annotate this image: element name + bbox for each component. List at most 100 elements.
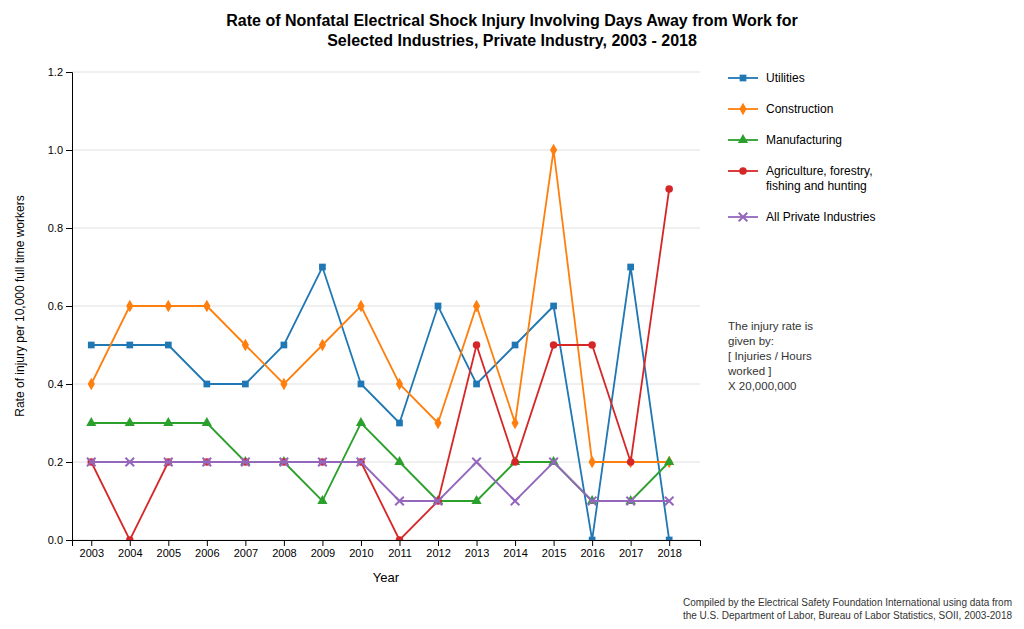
tick-mark: [515, 540, 516, 546]
tick: 1.0: [48, 144, 72, 156]
point: [319, 264, 326, 271]
tick-label: 2015: [542, 547, 566, 559]
point: [589, 537, 596, 540]
legend-item: Construction: [728, 102, 833, 116]
tick-mark: [669, 540, 670, 546]
x-axis-title: Year: [373, 570, 400, 585]
tick-label: 2018: [657, 547, 681, 559]
tick: 2007: [234, 540, 258, 559]
point: [434, 497, 443, 506]
tick-mark: [91, 540, 92, 546]
point: [319, 339, 326, 351]
legend-label: Agriculture, forestry,fishing and huntin…: [766, 164, 872, 193]
point: [665, 185, 673, 193]
point: [317, 495, 327, 504]
tick-label: 2011: [388, 547, 412, 559]
point: [512, 342, 519, 349]
line: [91, 150, 669, 462]
legend-item: Manufacturing: [728, 133, 842, 147]
tick-mark: [399, 540, 400, 546]
tick: 2014: [503, 540, 527, 559]
point: [87, 458, 96, 467]
legend-swatch: [738, 134, 748, 143]
tick: 2018: [657, 540, 681, 559]
tick-label: 2007: [234, 547, 258, 559]
tick-mark: [66, 462, 72, 463]
tick: 2004: [118, 540, 142, 559]
point: [473, 341, 481, 349]
tick-label: 2008: [272, 547, 296, 559]
tick-label: 2014: [503, 547, 527, 559]
point: [395, 497, 404, 506]
y-axis-title: Rate of injury per 10,000 full time work…: [13, 195, 27, 416]
point: [588, 341, 596, 349]
text-line: Construction: [766, 102, 833, 116]
tick: 2003: [80, 540, 104, 559]
axis-line: [73, 541, 701, 547]
tick-label: 2010: [349, 547, 373, 559]
point: [550, 144, 557, 156]
grid-line: [72, 72, 700, 73]
tick-label: 0.6: [48, 300, 63, 312]
point: [125, 417, 135, 426]
tick: 0.2: [48, 456, 72, 468]
point: [511, 458, 519, 466]
tick: 2008: [272, 540, 296, 559]
point: [396, 536, 404, 540]
point: [588, 497, 597, 506]
tick-mark: [592, 540, 593, 546]
tick-mark: [554, 540, 555, 546]
point: [434, 417, 441, 429]
axis-line: [66, 73, 73, 541]
point: [357, 300, 364, 312]
legend-swatch: [739, 213, 748, 222]
tick: 0.0: [48, 534, 72, 546]
chart: Rate of Nonfatal Electrical Shock Injury…: [0, 0, 1024, 629]
point: [550, 303, 557, 310]
tick-label: 2006: [195, 547, 219, 559]
point: [510, 456, 520, 465]
title: Rate of Nonfatal Electrical Shock Injury…: [226, 12, 797, 49]
legend-item: Agriculture, forestry,fishing and huntin…: [728, 164, 872, 193]
point: [88, 342, 95, 349]
point: [202, 417, 212, 426]
legend-swatch: [740, 75, 747, 82]
point: [549, 458, 558, 467]
tick-label: 2003: [80, 547, 104, 559]
point: [665, 497, 674, 506]
point: [165, 342, 172, 349]
grid-line: [72, 228, 700, 229]
tick-label: 0.0: [48, 534, 63, 546]
tick-label: 2005: [157, 547, 181, 559]
tick-mark: [438, 540, 439, 546]
tick-mark: [66, 150, 72, 151]
point: [318, 458, 327, 467]
point: [666, 537, 673, 540]
x-axis: 2003200420052006200720082009201020112012…: [73, 540, 701, 559]
line: [91, 462, 669, 501]
point: [203, 300, 210, 312]
tick: 0.4: [48, 378, 72, 390]
point: [203, 458, 212, 467]
legend-swatch: [739, 167, 747, 175]
text-line: [ Injuries / Hours: [728, 350, 812, 362]
point: [203, 381, 210, 388]
series: [88, 144, 673, 468]
tick-mark: [477, 540, 478, 546]
text-line: given by:: [728, 335, 774, 347]
point: [242, 339, 249, 351]
point: [396, 420, 403, 427]
tick-label: 2009: [311, 547, 335, 559]
point: [550, 341, 558, 349]
point: [358, 381, 365, 388]
tick-mark: [207, 540, 208, 546]
tick-label: 2017: [619, 547, 643, 559]
legend-item: All Private Industries: [728, 210, 875, 224]
point: [435, 303, 442, 310]
point: [126, 342, 133, 349]
text-line: Utilities: [766, 71, 805, 85]
tick: 2009: [311, 540, 335, 559]
point: [394, 456, 404, 465]
point: [241, 458, 250, 467]
tick: 2017: [619, 540, 643, 559]
